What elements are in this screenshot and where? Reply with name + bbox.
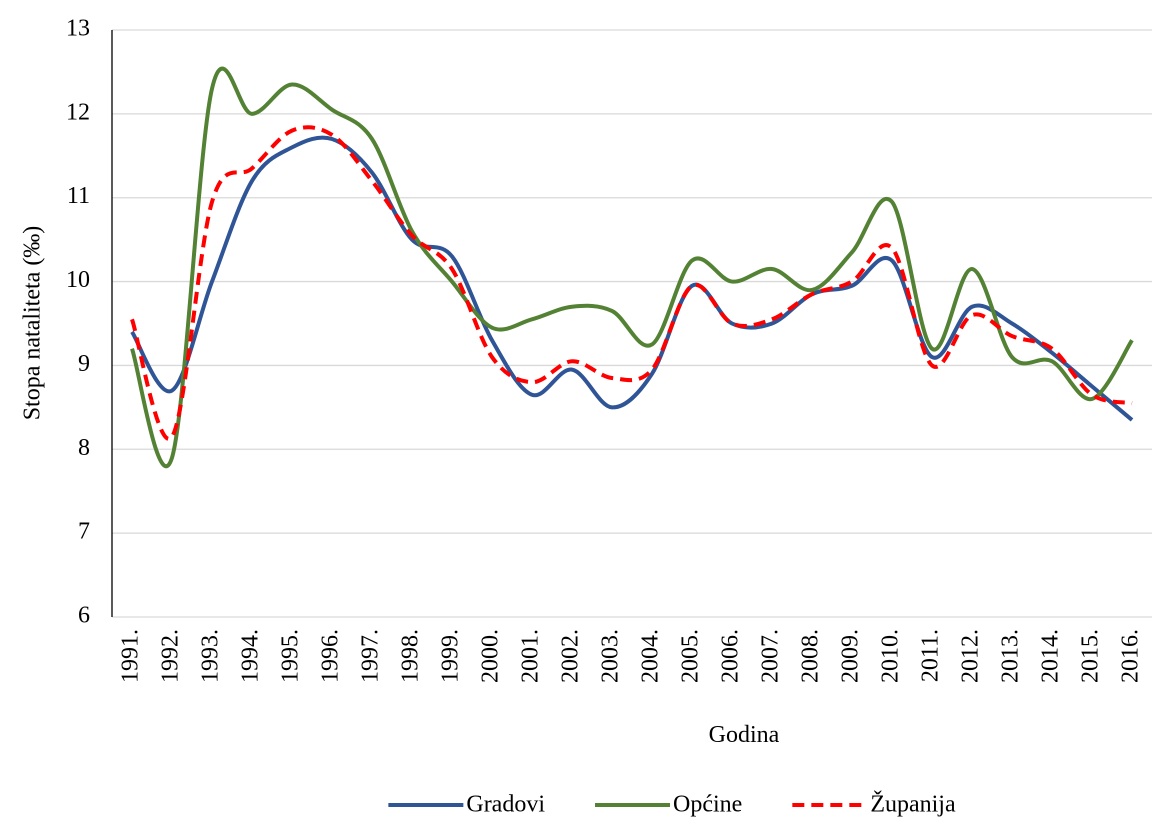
- x-tick-label: 2015.: [1078, 629, 1104, 683]
- x-tick-label: 1993.: [198, 629, 224, 683]
- x-tick-label: 2006.: [718, 629, 744, 683]
- x-tick-label: 2008.: [798, 629, 824, 683]
- x-tick-label: 2009.: [838, 629, 864, 683]
- y-tick-label: 6: [78, 603, 90, 629]
- x-tick-label: 2013.: [998, 629, 1024, 683]
- y-tick-label: 12: [66, 99, 90, 125]
- y-tick-label: 7: [78, 519, 90, 545]
- x-tick-label: 2007.: [758, 629, 784, 683]
- x-tick-label: 2014.: [1038, 629, 1064, 683]
- y-tick-label: 13: [66, 16, 90, 42]
- x-tick-label: 1998.: [398, 629, 424, 683]
- x-axis-title: Godina: [709, 722, 780, 748]
- y-tick-label: 9: [78, 351, 90, 377]
- y-tick-label: 8: [78, 435, 90, 461]
- y-tick-label: 11: [67, 183, 90, 209]
- x-tick-label: 1992.: [158, 629, 184, 683]
- x-tick-label: 2001.: [518, 629, 544, 683]
- x-tick-label: 2012.: [958, 629, 984, 683]
- x-tick-label: 1995.: [278, 629, 304, 683]
- x-tick-label: 1997.: [358, 629, 384, 683]
- x-tick-label: 2002.: [558, 629, 584, 683]
- legend-label: Gradovi: [466, 792, 545, 818]
- x-tick-label: 2011.: [918, 629, 944, 682]
- series-line: [130, 125, 1133, 441]
- series-line: [130, 66, 1134, 469]
- x-tick-label: 2010.: [878, 629, 904, 683]
- legend-label: Općine: [673, 792, 742, 818]
- x-tick-label: 1994.: [238, 629, 264, 683]
- x-tick-label: 2000.: [478, 629, 504, 683]
- x-tick-label: 1999.: [438, 629, 464, 683]
- y-tick-label: 10: [66, 267, 90, 293]
- x-tick-label: 2003.: [598, 629, 624, 683]
- x-tick-label: 2016.: [1118, 629, 1144, 683]
- x-tick-label: 1991.: [118, 629, 144, 683]
- x-tick-label: 2005.: [678, 629, 704, 683]
- x-tick-label: 2004.: [638, 629, 664, 683]
- series-line: [130, 135, 1134, 422]
- y-axis-title: Stopa nataliteta (‰): [20, 226, 46, 421]
- legend-label: Županija: [870, 792, 956, 818]
- x-tick-label: 1996.: [318, 629, 344, 683]
